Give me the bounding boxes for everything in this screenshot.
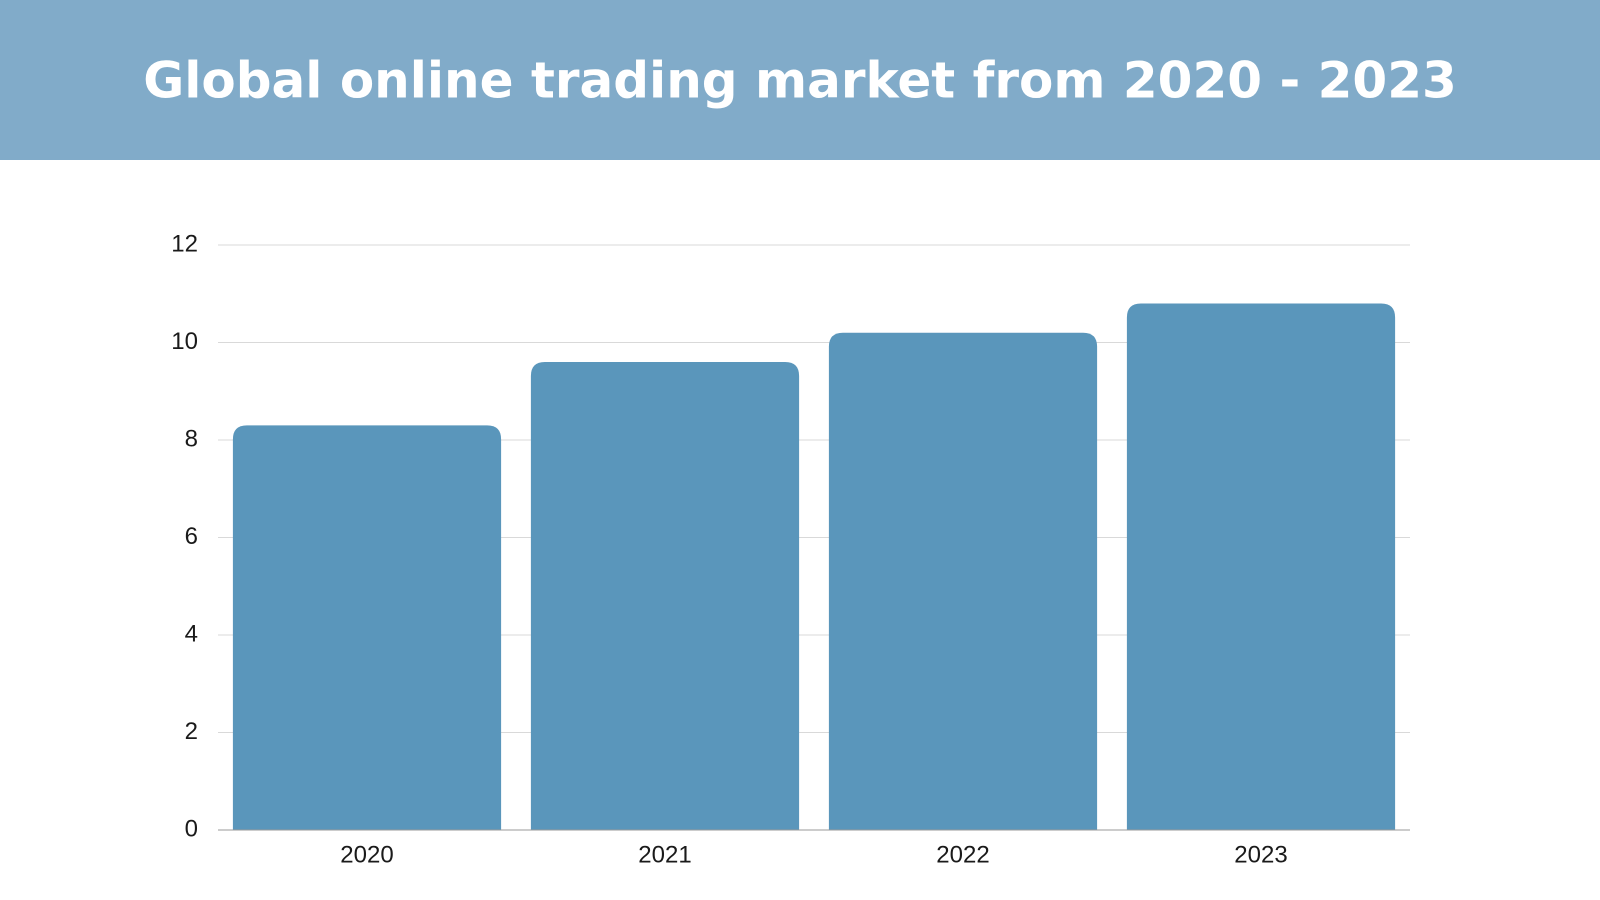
y-tick-label: 0 xyxy=(185,815,198,842)
y-tick-label: 6 xyxy=(185,523,198,550)
x-tick-label: 2022 xyxy=(936,841,989,868)
bar xyxy=(828,332,1098,830)
bar xyxy=(530,362,800,830)
x-tick-label: 2020 xyxy=(340,841,393,868)
bar xyxy=(1126,303,1396,830)
y-tick-label: 12 xyxy=(171,230,198,257)
bar xyxy=(232,425,502,830)
y-tick-label: 2 xyxy=(185,718,198,745)
y-tick-label: 4 xyxy=(185,620,198,647)
x-tick-label: 2021 xyxy=(638,841,691,868)
chart-title: Global online trading market from 2020 -… xyxy=(143,52,1457,110)
x-tick-label: 2023 xyxy=(1234,841,1287,868)
header-band xyxy=(0,0,1600,160)
y-tick-label: 10 xyxy=(171,328,198,355)
y-tick-label: 8 xyxy=(185,425,198,452)
